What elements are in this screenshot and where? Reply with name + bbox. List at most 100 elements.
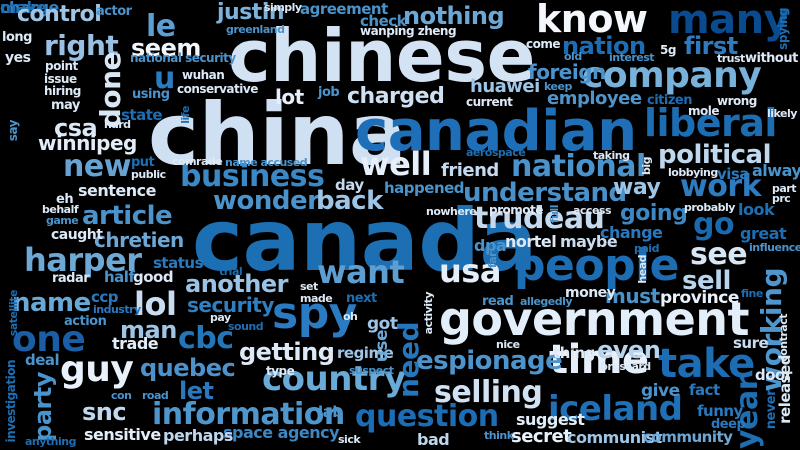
word-without: without [745, 51, 798, 66]
word-fact: fact [689, 381, 720, 399]
word-anything: anything [25, 435, 77, 448]
word-must: must [605, 284, 660, 308]
word-article: article [82, 201, 173, 231]
word-work: work [680, 169, 762, 204]
word-even: even [597, 336, 661, 364]
word-use: use [372, 330, 392, 363]
word-suspect: suspect [349, 364, 394, 377]
word-may: may [51, 98, 80, 113]
word-type: type [266, 364, 295, 378]
word-likely: likely [767, 107, 797, 120]
word-trade: trade [112, 334, 159, 353]
word-made: made [300, 292, 333, 305]
word-community: community [643, 428, 733, 446]
word-country: country [262, 359, 406, 399]
word-nowhere: nowhere [426, 205, 477, 218]
word-sick: sick [338, 433, 361, 446]
word-funny: funny [697, 402, 743, 420]
word-friend: friend [441, 160, 499, 181]
word-trial: trial [219, 265, 243, 278]
word-action: action [64, 314, 107, 329]
word-know: know [536, 0, 648, 41]
word-man: man [120, 316, 177, 344]
word-citizen: citizen [647, 93, 692, 108]
word-lab: lab [318, 403, 343, 421]
word-deal: deal [25, 351, 60, 369]
word-mole: mole [688, 104, 720, 118]
word-right: right [44, 29, 119, 62]
word-usa: usa [439, 252, 501, 290]
word-put: put [131, 155, 155, 170]
word-comrade: comrade [172, 155, 223, 168]
word-sure: sure [733, 334, 769, 352]
word-promote: promote [489, 203, 543, 217]
word-full: full [548, 205, 561, 224]
word-good: good [133, 268, 174, 286]
word-fine: fine [741, 287, 763, 300]
word-way: way [613, 175, 661, 200]
word-quebec: quebec [140, 354, 236, 382]
word-say: say [6, 120, 20, 142]
word-always: always [752, 161, 800, 180]
word-trudeau: trudeau [474, 201, 605, 236]
word-name: name [12, 288, 91, 318]
word-state: state [121, 106, 163, 124]
word-activity: activity [422, 292, 435, 335]
word-u: u [154, 61, 175, 96]
word-dpa: dpa [474, 236, 507, 255]
word-wonder: wonder [213, 186, 320, 216]
word-aerospace: aerospace [466, 146, 526, 159]
word-check: check [360, 12, 407, 30]
word-change: change [600, 223, 663, 242]
word-thing: thing [553, 344, 595, 362]
word-old: old [564, 50, 582, 63]
word-oh: oh [343, 310, 358, 323]
word-released: released [776, 355, 794, 424]
word-con: con [111, 389, 132, 402]
word-prc: prc [772, 192, 791, 205]
word-winnipeg: winnipeg [38, 131, 137, 155]
word-hard: hard [104, 118, 131, 131]
word-perhaps: perhaps [163, 426, 233, 445]
word-take: take [658, 341, 755, 387]
word-money: money [565, 285, 616, 301]
word-think: think [484, 429, 514, 442]
word-time: time [549, 337, 649, 383]
word-sensitive: sensitive [84, 425, 161, 444]
word-getting: getting [239, 338, 335, 366]
word-bad: bad [417, 430, 450, 449]
word-part: part [772, 182, 796, 195]
word-sentence: sentence [78, 181, 157, 200]
word-set: set [300, 280, 318, 293]
word-long: long [2, 30, 32, 45]
word-security: security [187, 293, 274, 317]
word-let: let [179, 377, 214, 405]
word-caught: caught [51, 227, 103, 243]
word-never: never [764, 390, 779, 430]
word-iceland: iceland [548, 389, 683, 429]
word-sound: sound [228, 320, 264, 333]
word-political: political [658, 140, 772, 170]
word-visa: visa [717, 165, 749, 183]
word-china: china [148, 85, 407, 185]
word-deep: deep [711, 417, 746, 432]
word-seem: seem [131, 34, 201, 62]
word-hiring: hiring [44, 84, 81, 98]
word-far: far [486, 252, 499, 269]
word-probably: probably [684, 201, 735, 214]
word-harper: harper [24, 241, 142, 279]
word-government: government [439, 292, 750, 346]
word-snc: snc [82, 398, 127, 426]
word-party: party [29, 372, 57, 442]
word-lobbying: lobbying [668, 166, 718, 179]
word-great: great [740, 224, 787, 243]
word-road: road [142, 389, 169, 402]
word-eh: eh [56, 192, 74, 207]
word-satellite: satellite [7, 290, 20, 337]
word-selling: selling [434, 375, 543, 410]
word-new: new [63, 149, 131, 184]
word-keep: keep [544, 80, 572, 93]
word-suggest: suggest [516, 410, 585, 429]
word-huawei: huawei [470, 76, 540, 97]
word-back: back [316, 186, 383, 216]
